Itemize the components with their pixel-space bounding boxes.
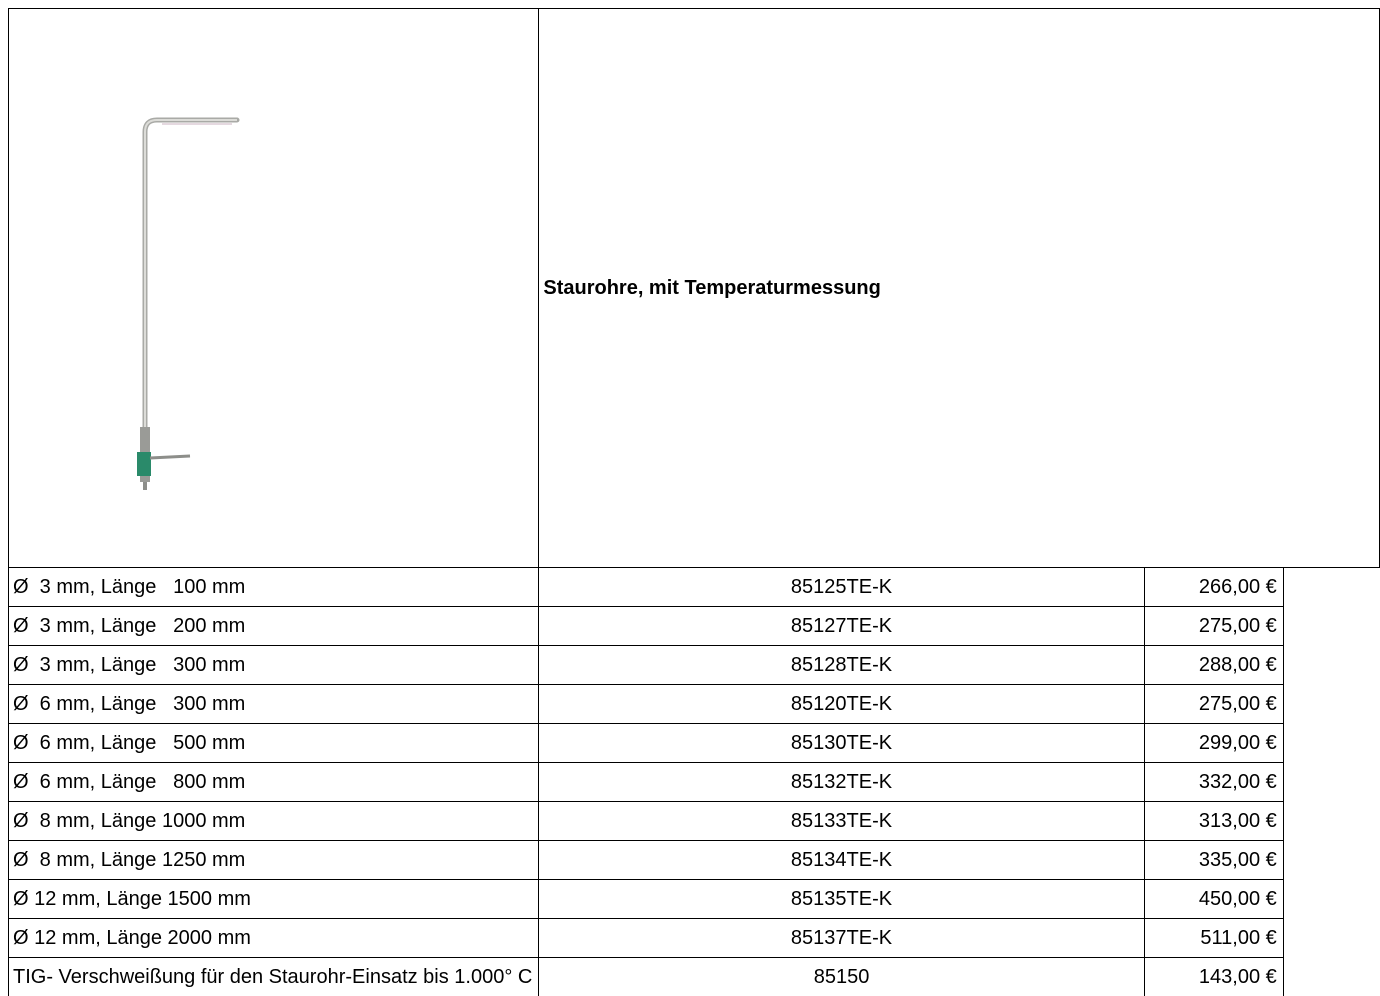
description: Ø 6 mm, Länge 500 mm [9,724,539,763]
article-number: 85134TE-K [539,841,1144,880]
article-number: 85125TE-K [539,568,1144,607]
article-number: 85120TE-K [539,685,1144,724]
price-table: Staurohre, mit Temperaturmessung Ø 3 mm,… [8,8,1380,996]
price: 335,00 € [1144,841,1283,880]
article-number: 85127TE-K [539,607,1144,646]
description: Ø 12 mm, Länge 2000 mm [9,919,539,958]
article-number: 85128TE-K [539,646,1144,685]
price: 288,00 € [1144,646,1283,685]
article-number: 85133TE-K [539,802,1144,841]
description: Ø 3 mm, Länge 200 mm [9,607,539,646]
page: {"table": {"title": "Staurohre, mit Temp… [0,0,1380,514]
description: Ø 8 mm, Länge 1250 mm [9,841,539,880]
table-wrap: Staurohre, mit Temperaturmessung Ø 3 mm,… [8,8,1380,996]
price: 143,00 € [1144,958,1283,996]
price: 275,00 € [1144,685,1283,724]
price: 266,00 € [1144,568,1283,607]
description: Ø 6 mm, Länge 800 mm [9,763,539,802]
price: 299,00 € [1144,724,1283,763]
price: 511,00 € [1144,919,1283,958]
description: Ø 3 mm, Länge 100 mm [9,568,539,607]
table-title: Staurohre, mit Temperaturmessung [539,9,1380,568]
description: Ø 12 mm, Länge 1500 mm [9,880,539,919]
description: Ø 3 mm, Länge 300 mm [9,646,539,685]
price: 450,00 € [1144,880,1283,919]
article-number: 85130TE-K [539,724,1144,763]
article-number: 85135TE-K [539,880,1144,919]
table-row: TIG- Verschweißung für den Staurohr-Eins… [9,958,1380,996]
product-image [42,32,316,538]
article-number: 85137TE-K [539,919,1144,958]
description: TIG- Verschweißung für den Staurohr-Eins… [9,958,539,996]
description: Ø 6 mm, Länge 300 mm [9,685,539,724]
article-number: 85150 [539,958,1144,996]
price: 275,00 € [1144,607,1283,646]
product-image-cell [9,9,539,568]
price: 313,00 € [1144,802,1283,841]
description: Ø 8 mm, Länge 1000 mm [9,802,539,841]
price: 332,00 € [1144,763,1283,802]
article-number: 85132TE-K [539,763,1144,802]
